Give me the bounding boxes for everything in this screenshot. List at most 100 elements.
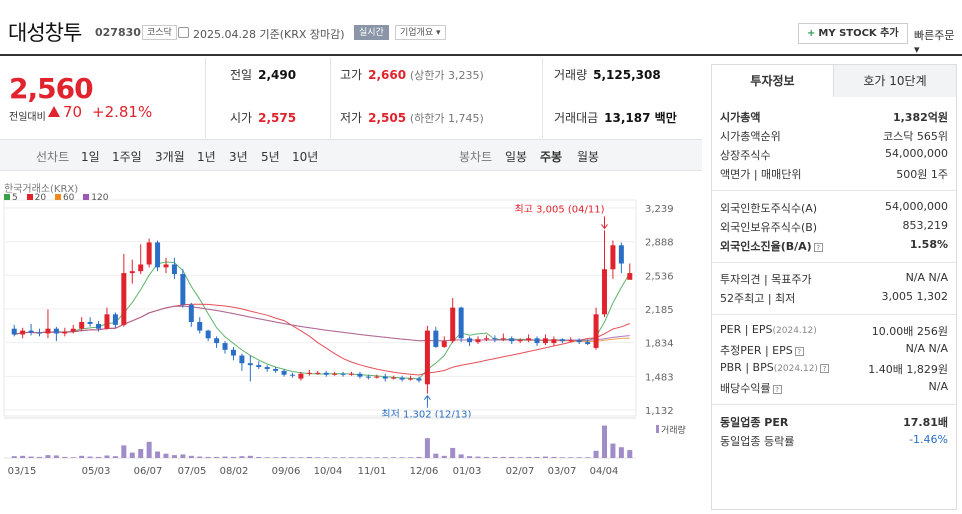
week52-row: 52주최고 | 최저 3,005 1,302 <box>720 290 948 308</box>
volume-bar <box>391 457 397 458</box>
high-annotation: 최고 3,005 (04/11) <box>514 203 604 215</box>
volume-bar <box>551 456 557 458</box>
volume-bar <box>70 457 76 458</box>
foreign-ratio-label: 외국인소진율(B/A) <box>720 240 812 253</box>
prev-close: 전일 2,490 <box>230 66 296 86</box>
trade-value-label: 거래대금 <box>554 111 599 125</box>
candle-body <box>188 304 194 322</box>
volume-bar <box>20 455 26 458</box>
help-icon[interactable]: ? <box>772 385 782 394</box>
candle-body <box>424 330 430 385</box>
market-cap-label: 시가총액 <box>720 111 761 124</box>
volume-bar <box>138 449 144 458</box>
change-percent: +2.81% <box>92 103 153 121</box>
candle-daily[interactable]: 일봉 <box>505 150 528 164</box>
candle-body <box>146 242 152 265</box>
market-cap-row: 시가총액 1,382억원 <box>720 109 948 127</box>
period-1w[interactable]: 1주일 <box>112 150 142 164</box>
candle-body <box>365 376 371 378</box>
period-10y[interactable]: 10년 <box>292 150 319 164</box>
company-overview-dropdown[interactable]: 기업개요 ▾ <box>395 25 446 40</box>
candle-body <box>62 331 68 334</box>
period-1y[interactable]: 1년 <box>197 150 216 164</box>
period-3y[interactable]: 3년 <box>229 150 248 164</box>
candle-chart-label: 봉차트 <box>459 150 493 164</box>
volume-bar <box>289 457 295 458</box>
volume-bar <box>79 455 85 458</box>
candle-body <box>382 376 388 379</box>
plus-icon: + <box>807 28 816 39</box>
shares-value: 54,000,000 <box>885 147 948 160</box>
y-tick-label: 1,834 <box>645 339 674 350</box>
period-1d[interactable]: 1일 <box>81 150 100 164</box>
volume-bar <box>627 450 633 458</box>
volume-bar <box>306 456 312 458</box>
candle-monthly[interactable]: 월봉 <box>577 150 600 164</box>
volume-bar <box>87 456 93 458</box>
x-tick-label: 03/07 <box>548 466 577 477</box>
volume-bar <box>96 456 102 458</box>
candle-body <box>450 307 456 342</box>
low-price: 저가 2,505 (하한가 1,745) <box>340 109 484 129</box>
candle-body <box>273 368 279 371</box>
volume-bar <box>458 454 464 458</box>
volume-bar <box>197 456 203 458</box>
x-tick-label: 05/03 <box>82 466 111 477</box>
divider <box>712 190 956 191</box>
period-3m[interactable]: 3개월 <box>155 150 185 164</box>
candle-body <box>20 330 26 335</box>
open-price: 시가 2,575 <box>230 109 296 129</box>
volume-bar <box>214 456 220 458</box>
volume-bar <box>281 456 287 458</box>
foreign-limit-label: 외국인한도주식수(A) <box>720 202 818 215</box>
candle-body <box>28 330 34 333</box>
candle-body <box>197 321 203 331</box>
current-price: 2,560 <box>9 72 94 105</box>
volume-bar <box>155 451 161 458</box>
upper-limit: (상한가 3,235) <box>409 69 484 82</box>
market-badge: 코스닥 <box>142 25 177 40</box>
candle-body <box>332 373 338 375</box>
period-5y[interactable]: 5년 <box>261 150 280 164</box>
candle-body <box>45 328 51 334</box>
volume-bar <box>450 447 456 458</box>
help-icon[interactable]: ? <box>819 364 829 373</box>
candle-weekly[interactable]: 주봉 <box>540 150 563 164</box>
trade-value-value: 13,187 백만 <box>604 111 677 125</box>
change-value: 70 <box>63 103 83 121</box>
candle-body <box>349 373 355 375</box>
divider <box>712 262 956 263</box>
candle-body <box>601 269 607 315</box>
tab-orderbook[interactable]: 호가 10단계 <box>834 65 956 97</box>
weekly-candle-chart[interactable]: 3,239 2,888 2,536 2,185 1,834 1,483 1,132 최고 3,… <box>0 172 702 514</box>
candle-body <box>79 321 85 329</box>
industry-change-label[interactable]: 동일업종 등락률 <box>720 435 795 448</box>
realtime-badge[interactable]: 실시간 <box>354 25 389 40</box>
tab-invest-info[interactable]: 투자정보 <box>712 65 834 97</box>
candle-body <box>627 273 633 280</box>
industry-per-value: 17.81배 <box>903 416 948 429</box>
par-label: 액면가 | 매매단위 <box>720 168 802 181</box>
trade-value: 거래대금 13,187 백만 <box>554 109 677 129</box>
candle-body <box>163 264 169 268</box>
candle-body <box>129 271 135 274</box>
volume-bar <box>424 438 430 458</box>
low-label: 저가 <box>340 111 363 125</box>
candle-body <box>87 321 93 324</box>
volume-bar <box>256 456 262 458</box>
market-rank-label[interactable]: 시가총액순위 <box>720 130 781 143</box>
volume-bar <box>129 452 135 458</box>
candle-body <box>171 264 177 275</box>
industry-per-label[interactable]: 동일업종 PER <box>720 416 789 429</box>
invest-info-panel: 투자정보 호가 10단계 시가총액 1,382억원 시가총액순위 코스닥 565위 … <box>711 64 957 510</box>
par-value: 500원 1주 <box>896 168 948 181</box>
quick-order-button[interactable]: 빠른주문 ▾ <box>914 27 962 56</box>
pbr-date: (2024.12) <box>773 364 818 374</box>
line-chart-label: 선차트 <box>36 150 70 164</box>
add-mystock-button[interactable]: + MY STOCK 추가 <box>798 23 908 44</box>
help-icon[interactable]: ? <box>813 243 823 252</box>
candle-body <box>180 274 186 305</box>
help-icon[interactable]: ? <box>794 347 804 356</box>
candle-body <box>281 370 287 375</box>
add-mystock-label: MY STOCK 추가 <box>818 28 899 39</box>
